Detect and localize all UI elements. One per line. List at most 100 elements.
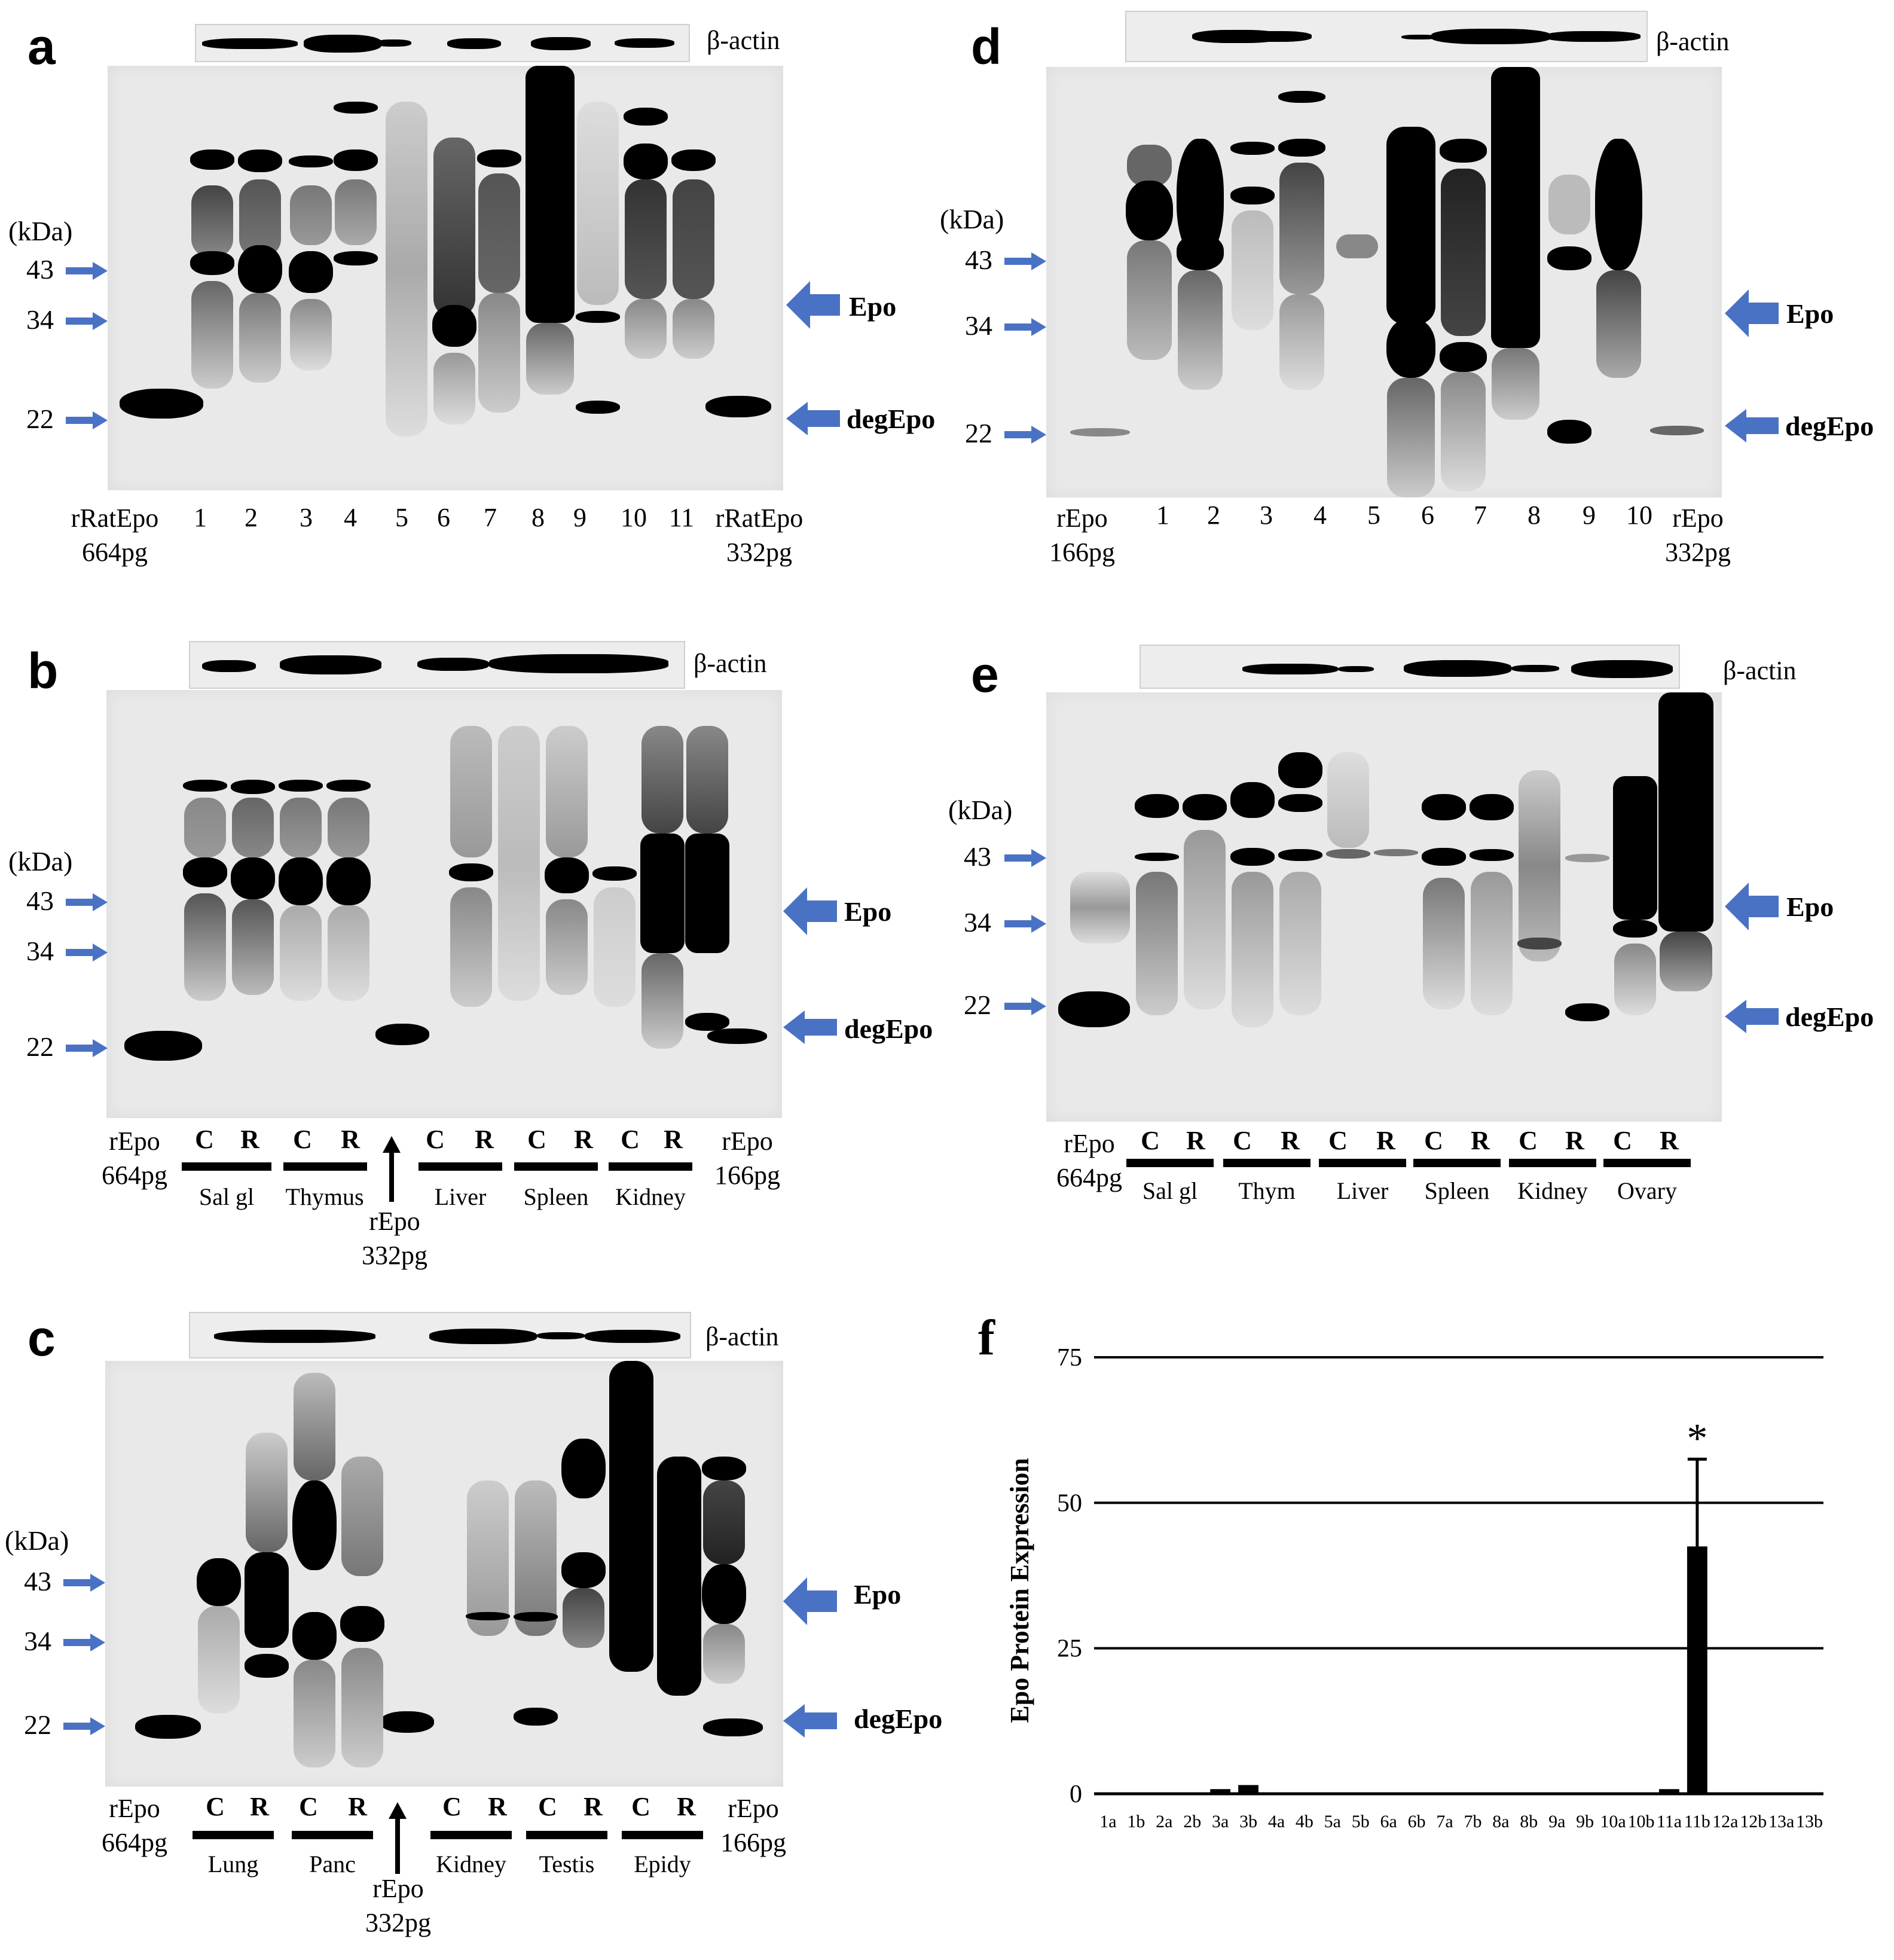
group-label: Epidy	[634, 1851, 691, 1877]
panel-label-a: a	[28, 19, 56, 75]
lane-c-7	[560, 1361, 607, 1787]
std-label-a-right: rRatEpo 332pg	[715, 503, 804, 567]
blot-b	[106, 690, 782, 1118]
chart-bars	[1210, 1457, 1707, 1794]
lane-label: 7	[1474, 500, 1487, 530]
lane-label: 10	[621, 503, 647, 532]
lane-c-9	[655, 1361, 703, 1787]
panel-label-b: b	[28, 643, 59, 699]
lane-a-11	[670, 66, 717, 490]
cr-label: C	[426, 1125, 445, 1154]
lane-e-2	[1181, 692, 1229, 1122]
actin-label-b: β-actin	[694, 649, 767, 678]
lane-c-8	[607, 1361, 655, 1787]
epo-arrow-icon	[783, 1577, 837, 1625]
lane-label: 2	[1207, 500, 1220, 530]
lane-e-5	[1324, 692, 1372, 1122]
cr-label: R	[574, 1125, 593, 1154]
marker-a-43: 43	[26, 254, 54, 285]
lane-d-4	[1276, 67, 1327, 497]
lane-a-3	[287, 66, 335, 490]
group-label: Sal gl	[1142, 1177, 1198, 1204]
lane-a-2	[236, 66, 284, 490]
blot-c	[105, 1361, 783, 1787]
degepo-label-b: degEpo	[844, 1013, 933, 1044]
x-tick-label: 4b	[1296, 1812, 1313, 1831]
epo-label-c: Epo	[854, 1579, 902, 1610]
group-bar	[526, 1831, 607, 1839]
lane-a-10	[622, 66, 670, 490]
lane-c-3	[291, 1361, 338, 1787]
std-label-b-mid: rEpo 332pg	[362, 1207, 427, 1271]
lane-e-12	[1656, 692, 1716, 1122]
x-tick-label: 12b	[1740, 1812, 1767, 1831]
x-tick-label: 5a	[1324, 1812, 1341, 1831]
lane-label: 4	[344, 503, 357, 532]
lane-b-6	[495, 690, 543, 1118]
lane-b-2	[229, 690, 277, 1118]
actin-strip-e	[1140, 645, 1680, 689]
lane-b-4	[325, 690, 372, 1118]
group-bar	[193, 1831, 274, 1839]
cr-label: R	[1186, 1126, 1205, 1155]
marker-d-22: 22	[965, 418, 992, 448]
cr-label: C	[293, 1125, 312, 1154]
cr-label: R	[240, 1125, 259, 1154]
cr-label: C	[1519, 1126, 1538, 1155]
cr-label: R	[1660, 1126, 1679, 1155]
degepo-arrow-icon	[783, 1010, 837, 1044]
actin-strip-b	[189, 641, 685, 689]
lane-a-1	[188, 66, 236, 490]
x-tick-label: 1a	[1099, 1812, 1116, 1831]
panel-label-c: c	[28, 1310, 56, 1366]
cr-label: R	[664, 1125, 683, 1154]
epo-arrow-icon	[1725, 883, 1779, 930]
epo-arrow-icon	[786, 281, 840, 329]
x-tick-label: 9b	[1576, 1812, 1594, 1831]
std-label-b-right: rEpo 166pg	[714, 1126, 780, 1190]
blot-d	[1046, 67, 1722, 497]
marker-arrow-icon	[66, 1039, 108, 1057]
lane-d-5	[1333, 67, 1381, 497]
lane-e-7	[1420, 692, 1468, 1122]
lane-label: 2	[245, 503, 258, 532]
lane-c-5	[464, 1361, 512, 1787]
marker-arrow-icon	[63, 1634, 105, 1651]
cr-label: C	[195, 1125, 214, 1154]
lane-e-1	[1133, 692, 1181, 1122]
actin-strip-a	[195, 24, 690, 62]
x-tick-label: 10a	[1600, 1812, 1626, 1831]
x-tick-label: 13b	[1796, 1812, 1823, 1831]
marker-arrow-icon	[66, 262, 108, 280]
marker-c-22: 22	[24, 1709, 51, 1740]
lane-a-9	[574, 66, 622, 490]
lane-e-4	[1276, 692, 1324, 1122]
marker-e-22: 22	[964, 990, 991, 1020]
lane-label: 11	[668, 503, 695, 532]
marker-d-43: 43	[965, 245, 992, 275]
cr-label: C	[442, 1792, 462, 1821]
cr-label: C	[299, 1792, 318, 1821]
cr-label: C	[1328, 1126, 1348, 1155]
kda-unit-b: (kDa)	[8, 846, 73, 877]
group-bar	[1126, 1159, 1214, 1167]
group-label: Kidney	[615, 1183, 686, 1210]
cr-label: R	[475, 1125, 494, 1154]
lane-label: 5	[395, 503, 408, 532]
group-label: Liver	[434, 1183, 487, 1210]
cr-label: C	[538, 1792, 557, 1821]
actin-label-c: β-actin	[705, 1322, 779, 1351]
lane-label: 9	[573, 503, 586, 532]
lane-e-10	[1563, 692, 1611, 1122]
cr-label: C	[1141, 1126, 1160, 1155]
actin-label-a: β-actin	[707, 26, 780, 55]
cr-label: C	[206, 1792, 225, 1821]
lane-a-8	[523, 66, 577, 490]
bar-11a	[1659, 1789, 1679, 1794]
x-tick-label: 6a	[1380, 1812, 1397, 1831]
group-bar	[1223, 1159, 1310, 1167]
lane-b-3	[277, 690, 325, 1118]
cr-label: C	[1233, 1126, 1252, 1155]
cr-label: C	[631, 1792, 650, 1821]
marker-c-34: 34	[24, 1626, 51, 1656]
